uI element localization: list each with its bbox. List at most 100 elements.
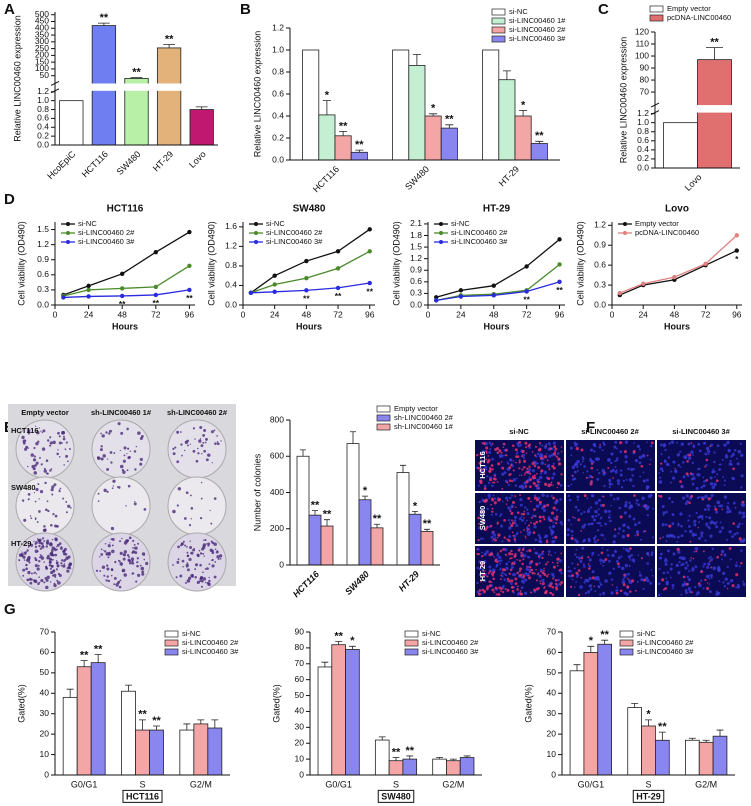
edu-cell bbox=[481, 519, 485, 523]
edu-cell bbox=[489, 524, 493, 528]
colony bbox=[63, 435, 65, 438]
y-tick-label: 1.0 bbox=[37, 95, 49, 105]
nucleus bbox=[692, 444, 696, 447]
nucleus bbox=[671, 523, 674, 526]
nucleus bbox=[619, 450, 623, 454]
nucleus bbox=[551, 536, 555, 539]
nucleus bbox=[679, 450, 682, 453]
nucleus bbox=[628, 564, 631, 567]
edu-cell bbox=[533, 476, 537, 480]
point bbox=[187, 287, 192, 293]
error-bar bbox=[125, 684, 132, 692]
legend-swatch bbox=[491, 26, 506, 34]
edu-cell bbox=[485, 450, 488, 453]
colony bbox=[109, 451, 113, 454]
colony bbox=[186, 562, 189, 565]
dish bbox=[167, 532, 227, 592]
nucleus bbox=[662, 511, 666, 515]
colony bbox=[120, 564, 123, 566]
colony bbox=[140, 566, 145, 571]
edu-cell bbox=[482, 573, 485, 577]
nucleus bbox=[718, 580, 721, 583]
nucleus bbox=[583, 523, 587, 527]
colony bbox=[113, 583, 116, 586]
nucleus bbox=[594, 509, 598, 514]
colony bbox=[177, 545, 180, 549]
nucleus bbox=[541, 578, 545, 583]
legend-label: si-LINC00460 2# bbox=[266, 228, 323, 237]
edu-cell bbox=[531, 461, 535, 466]
edu-cell bbox=[506, 588, 510, 592]
colony bbox=[34, 518, 37, 521]
edu-cell bbox=[544, 482, 547, 485]
colony bbox=[45, 578, 49, 582]
point bbox=[120, 286, 125, 291]
edu-cell bbox=[519, 592, 523, 596]
y-tick-label: 400 bbox=[35, 23, 49, 33]
nucleus bbox=[604, 538, 606, 540]
nucleus bbox=[734, 564, 738, 568]
y-tick-label: 60 bbox=[295, 674, 305, 684]
nucleus bbox=[547, 550, 551, 553]
nucleus bbox=[501, 540, 504, 543]
legend-label: si-NC bbox=[266, 219, 285, 228]
nucleus bbox=[570, 446, 573, 450]
point bbox=[641, 281, 646, 286]
edu-cell bbox=[558, 569, 561, 572]
significance: * bbox=[413, 500, 418, 512]
nucleus bbox=[713, 568, 716, 571]
nucleus bbox=[704, 494, 708, 499]
nucleus bbox=[646, 562, 650, 565]
nucleus bbox=[597, 498, 601, 502]
nucleus bbox=[704, 452, 708, 456]
edu-cell bbox=[490, 552, 494, 556]
colony bbox=[106, 564, 109, 567]
edu-cell bbox=[689, 472, 693, 475]
x-tick-label: 72 bbox=[701, 309, 711, 319]
nucleus bbox=[638, 571, 641, 574]
colony bbox=[40, 463, 43, 466]
colony bbox=[111, 538, 113, 540]
colony bbox=[50, 468, 53, 470]
edu-cell bbox=[548, 468, 551, 471]
colony bbox=[110, 526, 115, 531]
colony bbox=[35, 425, 37, 427]
y-tick-label: 80 bbox=[295, 642, 305, 652]
nucleus bbox=[616, 457, 619, 460]
colony bbox=[197, 447, 199, 450]
nucleus bbox=[552, 462, 555, 465]
error-bar bbox=[631, 703, 639, 708]
colony bbox=[211, 541, 215, 545]
colony bbox=[45, 545, 49, 548]
x-tick-label: G0/G1 bbox=[325, 779, 352, 789]
colony bbox=[96, 456, 100, 459]
colony bbox=[189, 443, 191, 445]
colony bbox=[214, 548, 217, 551]
nucleus bbox=[687, 519, 690, 522]
y-tick-label: 0.0 bbox=[410, 299, 422, 309]
nucleus bbox=[535, 504, 540, 508]
bar bbox=[207, 727, 223, 776]
point bbox=[153, 284, 158, 290]
nucleus bbox=[576, 443, 579, 446]
nucleus bbox=[611, 468, 615, 472]
nucleus bbox=[723, 495, 728, 499]
colony bbox=[190, 573, 194, 578]
colony bbox=[54, 553, 58, 557]
nucleus bbox=[625, 592, 629, 596]
nucleus bbox=[594, 590, 597, 593]
colony bbox=[40, 430, 42, 432]
colony bbox=[55, 568, 58, 571]
y-tick-label: 1.5 bbox=[410, 241, 422, 251]
y-tick-label: 0.4 bbox=[225, 280, 237, 290]
error-bar bbox=[350, 431, 356, 444]
edu-cell bbox=[577, 518, 581, 522]
edu-cell bbox=[554, 586, 558, 589]
nucleus bbox=[640, 538, 643, 541]
nucleus bbox=[688, 590, 692, 594]
nucleus bbox=[508, 535, 512, 538]
colony bbox=[122, 553, 127, 557]
nucleus bbox=[671, 534, 675, 538]
legend-swatch bbox=[404, 630, 419, 638]
edu-cell bbox=[518, 548, 521, 551]
